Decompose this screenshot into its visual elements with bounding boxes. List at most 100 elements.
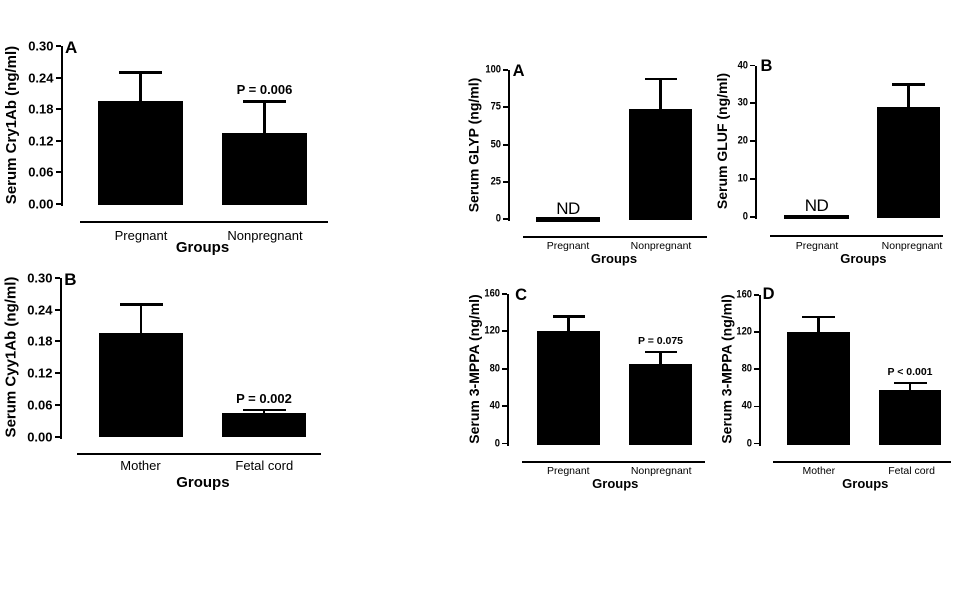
serum-3mppa-mother-fetal-category-label: Mother: [802, 465, 836, 478]
serum-glyp-groups-y-tick: [502, 106, 508, 109]
serum-cyy1ab-mother-fetal-y-tick-label: 0.18: [27, 333, 53, 349]
serum-3mppa-groups-error-stem: [659, 351, 662, 367]
serum-gluf-groups-y-axis: [755, 65, 757, 219]
serum-3mppa-mother-fetal-y-tick-label: 160: [736, 288, 753, 301]
serum-cry1ab-groups-y-tick-label: 0.30: [28, 38, 54, 54]
serum-glyp-groups-x-axis: [522, 236, 707, 239]
serum-gluf-groups-y-tick-label: 30: [737, 96, 748, 109]
serum-glyp-groups-y-tick: [502, 218, 508, 221]
serum-cyy1ab-mother-fetal-bar: [99, 333, 183, 438]
serum-cyy1ab-mother-fetal-p-value-label: P = 0.002: [236, 390, 292, 406]
serum-3mppa-mother-fetal-y-tick-label: 80: [741, 362, 753, 375]
serum-cyy1ab-mother-fetal-error-cap: [242, 408, 286, 412]
serum-gluf-groups-y-tick-label: 20: [737, 134, 748, 147]
serum-cyy1ab-mother-fetal-y-axis-title: Serum Cyy1Ab (ng/ml): [2, 276, 20, 438]
serum-gluf-groups-panel-letter: B: [760, 57, 773, 75]
serum-3mppa-groups-x-axis: [521, 460, 706, 463]
serum-cry1ab-groups-category-label: Nonpregnant: [227, 228, 303, 243]
serum-3mppa-groups-y-axis: [507, 294, 509, 446]
serum-glyp-groups-category-label: Pregnant: [546, 239, 590, 252]
serum-cry1ab-groups-x-axis: [80, 221, 328, 223]
serum-gluf-groups-error-cap: [892, 83, 925, 86]
serum-gluf-groups-y-axis-title: Serum GLUF (ng/ml): [714, 73, 730, 210]
serum-3mppa-groups-y-tick: [502, 442, 507, 445]
serum-3mppa-groups-y-tick-label: 120: [484, 324, 500, 337]
serum-3mppa-mother-fetal-y-axis: [759, 294, 762, 446]
serum-cry1ab-groups-category-label: Pregnant: [114, 228, 168, 243]
serum-gluf-groups-error-stem: [907, 84, 910, 110]
serum-gluf-groups-bar: [877, 107, 940, 218]
serum-3mppa-mother-fetal-y-tick: [754, 331, 760, 333]
serum-glyp-groups-nd-label: ND: [556, 198, 580, 218]
serum-3mppa-mother-fetal-x-axis: [773, 461, 951, 464]
serum-cyy1ab-mother-fetal-y-tick-label: 0.24: [27, 302, 53, 318]
serum-3mppa-groups-y-tick: [502, 330, 507, 333]
serum-glyp-groups-y-tick-label: 100: [484, 63, 501, 76]
serum-glyp-groups-category-label: Nonpregnant: [630, 239, 692, 252]
serum-cyy1ab-mother-fetal-y-tick: [54, 403, 60, 406]
serum-cry1ab-groups-y-tick-label: 0.18: [28, 101, 54, 117]
serum-3mppa-mother-fetal-y-tick: [754, 405, 760, 408]
serum-glyp-groups-y-tick-label: 75: [490, 100, 501, 113]
serum-cyy1ab-mother-fetal-y-tick: [54, 372, 60, 375]
serum-glyp-groups-y-tick-label: 0: [495, 212, 501, 225]
serum-cyy1ab-mother-fetal-y-tick-label: 0.30: [27, 270, 53, 286]
serum-3mppa-mother-fetal-error-cap: [802, 316, 835, 319]
serum-cry1ab-groups-y-tick: [55, 139, 61, 142]
serum-cyy1ab-mother-fetal-error-cap: [119, 303, 163, 306]
serum-3mppa-groups-error-cap: [644, 350, 677, 354]
serum-cyy1ab-mother-fetal-y-tick: [54, 340, 60, 343]
serum-3mppa-mother-fetal-error-stem: [908, 383, 912, 392]
serum-cry1ab-groups-y-tick-label: 0.06: [28, 164, 54, 180]
serum-cry1ab-groups-error-cap: [119, 71, 162, 74]
serum-3mppa-mother-fetal-y-tick-label: 40: [741, 399, 753, 412]
serum-cry1ab-groups-y-tick-label: 0.12: [28, 133, 54, 149]
serum-3mppa-mother-fetal-error-stem: [817, 317, 820, 334]
serum-glyp-groups-y-tick: [502, 69, 508, 71]
serum-3mppa-groups-y-tick-label: 160: [484, 287, 500, 300]
serum-cyy1ab-mother-fetal-y-tick: [54, 308, 60, 311]
serum-glyp-groups-y-tick-label: 50: [490, 138, 501, 151]
serum-cyy1ab-mother-fetal-y-tick: [54, 277, 60, 279]
serum-cyy1ab-mother-fetal-error-stem: [139, 304, 143, 336]
serum-gluf-groups-nd-label: ND: [804, 196, 829, 216]
serum-3mppa-groups-y-tick: [502, 405, 507, 408]
serum-gluf-groups-y-tick: [750, 102, 755, 105]
serum-gluf-groups-x-axis: [769, 234, 944, 237]
serum-3mppa-mother-fetal-y-axis-title: Serum 3-MPPA (ng/ml): [717, 294, 734, 444]
serum-glyp-groups-y-axis-title: Serum GLYP (ng/ml): [465, 77, 482, 212]
serum-3mppa-mother-fetal-y-tick: [754, 442, 760, 445]
serum-cry1ab-groups-y-tick-label: 0.00: [28, 196, 54, 212]
serum-glyp-groups-panel-letter: A: [512, 61, 525, 80]
serum-cry1ab-groups-y-tick: [55, 45, 61, 47]
serum-3mppa-groups-bar: [629, 364, 692, 445]
serum-3mppa-groups-panel-letter: C: [515, 286, 528, 304]
serum-glyp-groups-x-axis-title: Groups: [590, 251, 638, 266]
serum-glyp-groups-y-tick: [502, 143, 508, 146]
serum-cry1ab-groups-error-cap: [243, 100, 286, 103]
serum-gluf-groups-y-tick-label: 0: [742, 210, 748, 223]
serum-3mppa-groups-y-tick-label: 80: [489, 362, 500, 375]
serum-cry1ab-groups-y-tick-label: 0.24: [28, 70, 54, 86]
serum-3mppa-mother-fetal-x-axis-title: Groups: [842, 475, 889, 491]
serum-glyp-groups-error-cap: [644, 77, 677, 81]
serum-gluf-groups-y-tick-label: 10: [737, 172, 748, 185]
serum-gluf-groups-y-tick: [750, 140, 755, 143]
serum-gluf-groups-y-tick: [750, 64, 755, 67]
serum-3mppa-mother-fetal-y-tick-label: 0: [747, 437, 753, 450]
serum-3mppa-groups-category-label: Pregnant: [546, 465, 590, 478]
serum-cry1ab-groups-error-stem: [139, 72, 142, 104]
serum-3mppa-groups-error-stem: [567, 316, 570, 334]
serum-cyy1ab-mother-fetal-y-tick: [54, 435, 60, 438]
serum-3mppa-mother-fetal-bar: [787, 332, 850, 445]
serum-cry1ab-groups-y-axis-title: Serum Cry1Ab (ng/ml): [3, 45, 20, 205]
serum-3mppa-mother-fetal-panel-letter: D: [762, 284, 775, 303]
serum-3mppa-mother-fetal-y-tick: [754, 368, 760, 371]
serum-3mppa-groups-y-tick: [502, 367, 507, 370]
serum-cyy1ab-mother-fetal-y-tick-label: 0.12: [27, 365, 53, 381]
serum-cyy1ab-mother-fetal-y-tick-label: 0.06: [27, 397, 53, 413]
serum-gluf-groups-category-label: Nonpregnant: [881, 239, 943, 252]
serum-cry1ab-groups-x-axis-title: Groups: [175, 239, 230, 256]
serum-cry1ab-groups-y-tick: [55, 108, 61, 111]
serum-gluf-groups-bar-nd: [784, 214, 849, 220]
